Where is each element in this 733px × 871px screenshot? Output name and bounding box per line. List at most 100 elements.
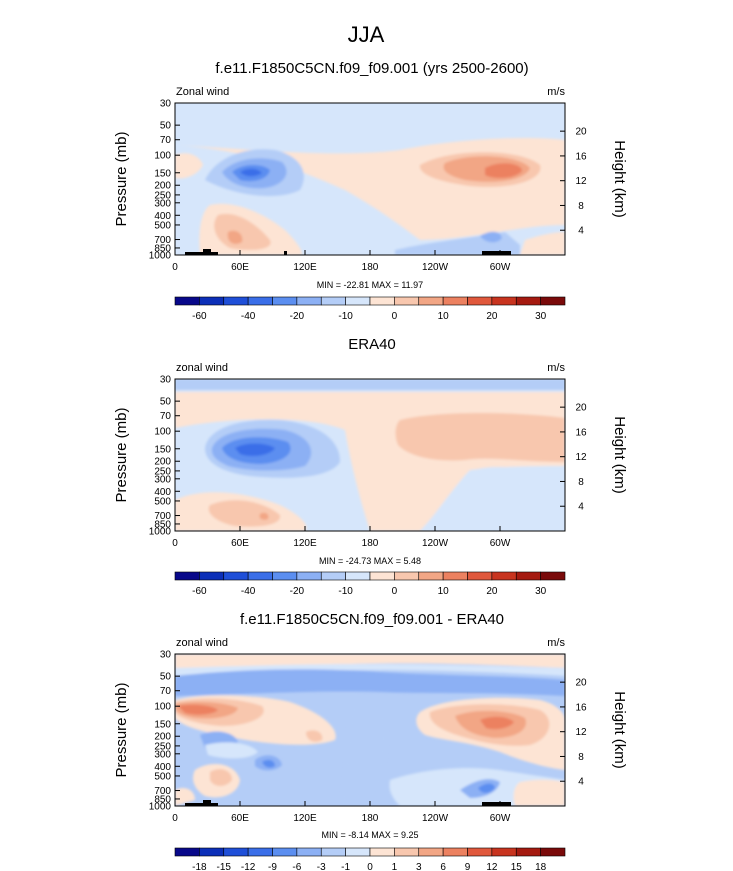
colorbar-label: 1 [392,862,398,871]
panel-3-variable-label: zonal wind [176,637,228,649]
height-tick-label: 4 [578,226,584,237]
lon-tick-label: 60E [231,262,249,273]
colorbar-label: 10 [438,586,450,597]
panel-3-units-label: m/s [547,637,565,649]
panel-3: f.e11.F1850C5CN.f09_f09.001 - ERA40 zona… [113,611,628,871]
colorbar-label: -60 [192,586,207,597]
pressure-tick-label: 400 [154,762,171,773]
colorbar-swatch [418,847,444,857]
colorbar-swatch [272,847,298,857]
height-tick-label: 8 [578,752,584,763]
pressure-tick-label: 400 [154,211,171,222]
colorbar-label: 3 [416,862,422,871]
pressure-tick-label: 150 [154,719,171,730]
pressure-tick-label: 850 [154,243,171,254]
lon-tick-label: 180 [362,538,379,549]
pressure-tick-label: 500 [154,220,171,231]
colorbar-swatch [540,296,566,306]
colorbar-swatch [491,296,517,306]
panel-1-stats: MIN = -22.81 MAX = 11.97 [317,280,423,290]
panel-1-title: f.e11.F1850C5CN.f09_f09.001 (yrs 2500-26… [215,60,528,77]
pressure-tick-label: 30 [160,375,172,386]
panel-2-ylabel: Pressure (mb) [113,407,130,502]
lon-tick-label: 60E [231,538,249,549]
colorbar-label: -20 [290,586,305,597]
colorbar-swatch [320,296,346,306]
colorbar-label: 18 [535,862,547,871]
colorbar-swatch [272,571,298,581]
pressure-tick-label: 70 [160,135,172,146]
panel-1-ylabel: Pressure (mb) [113,131,130,226]
colorbar-swatch [174,571,200,581]
pressure-tick-label: 30 [160,650,172,661]
colorbar-swatch [345,571,371,581]
pressure-tick-label: 250 [154,741,171,752]
colorbar-swatch [223,571,249,581]
colorbar-label: 10 [438,311,450,322]
colorbar-swatch [199,847,225,857]
pressure-tick-label: 500 [154,771,171,782]
colorbar-label: 30 [535,586,547,597]
lon-tick-label: 60W [490,538,511,549]
lon-tick-label: 60W [490,262,511,273]
pressure-tick-label: 1000 [149,802,172,813]
colorbar-swatch [540,571,566,581]
panel-3-colorbar: -18 -15 -12 -9 -6 -3 -1 0 1 3 6 9 12 15 18 [174,847,566,871]
colorbar-label: -1 [341,862,350,871]
pressure-tick-label: 300 [154,474,171,485]
pressure-tick-label: 250 [154,190,171,201]
panel-1-units-label: m/s [547,86,565,98]
colorbar-label: -3 [317,862,326,871]
pressure-tick-label: 400 [154,487,171,498]
panel-2-variable-label: zonal wind [176,362,228,374]
colorbar-label: 15 [511,862,523,871]
height-tick-label: 4 [578,502,584,513]
lon-tick-label: 120E [293,813,317,824]
lon-tick-label: 180 [362,813,379,824]
lon-tick-label: 120W [422,538,449,549]
height-tick-label: 16 [575,427,587,438]
colorbar-label: -18 [192,862,207,871]
lon-tick-label: 60W [490,813,511,824]
colorbar-swatch [491,847,517,857]
colorbar-swatch [491,571,517,581]
panel-2-stats: MIN = -24.73 MAX = 5.48 [319,556,421,566]
panel-1-colorbar: -60 -40 -20 -10 0 10 20 30 [174,296,566,322]
colorbar-swatch [369,296,395,306]
height-tick-label: 4 [578,777,584,788]
colorbar-label: -12 [241,862,256,871]
lon-tick-label: 60E [231,813,249,824]
height-tick-label: 16 [575,151,587,162]
colorbar-swatch [174,847,200,857]
pressure-tick-label: 30 [160,99,172,110]
colorbar-label: 20 [486,311,498,322]
pressure-tick-label: 200 [154,457,171,468]
colorbar-label: -10 [338,311,353,322]
colorbar-label: 30 [535,311,547,322]
pressure-tick-label: 300 [154,198,171,209]
height-tick-label: 16 [575,702,587,713]
colorbar-swatch [467,571,493,581]
page-title: JJA [348,22,385,47]
panel-2-colorbar: -60 -40 -20 -10 0 10 20 30 [174,571,566,597]
pressure-tick-label: 100 [154,427,171,438]
lon-tick-label: 0 [172,538,178,549]
lon-tick-label: 120E [293,538,317,549]
pressure-tick-label: 500 [154,496,171,507]
colorbar-swatch [223,847,249,857]
colorbar-swatch [345,847,371,857]
colorbar-swatch [223,296,249,306]
colorbar-swatch [442,847,468,857]
colorbar-swatch [199,296,225,306]
colorbar-swatch [467,847,493,857]
colorbar-swatch [369,847,395,857]
colorbar-swatch [515,296,541,306]
panel-3-ylabel: Pressure (mb) [113,682,130,777]
pressure-tick-label: 700 [154,235,171,246]
pressure-tick-label: 1000 [149,251,172,262]
colorbar-swatch [296,571,322,581]
